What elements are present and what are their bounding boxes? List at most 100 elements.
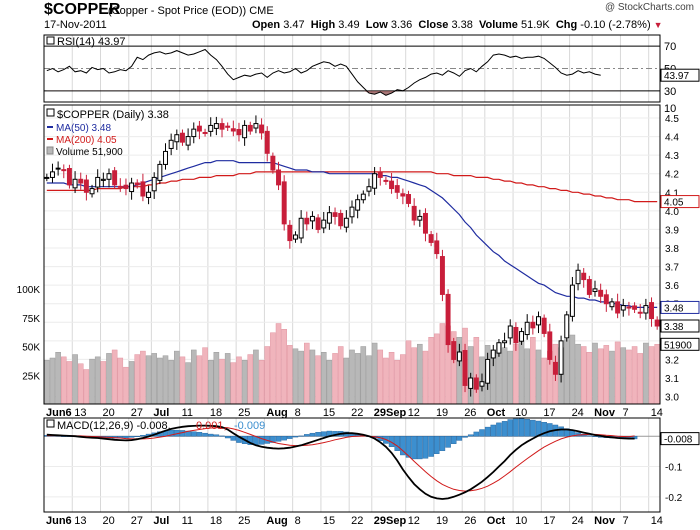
macd-histogram-bar	[405, 435, 412, 458]
x-tick-label: 12	[408, 515, 420, 527]
rsi-tick-label: 70	[664, 41, 676, 53]
macd-tick-label: -0.2	[665, 493, 683, 504]
x-tick-label: 15	[323, 407, 335, 419]
rsi-line	[46, 48, 601, 96]
high-label: High	[310, 19, 336, 31]
candle-body	[569, 284, 575, 317]
volume-bar	[541, 357, 547, 405]
candle-body	[654, 319, 660, 327]
candle-body	[151, 176, 157, 192]
volume-bar	[354, 353, 361, 405]
volume-bar	[332, 353, 338, 405]
macd-histogram-bar	[541, 422, 547, 437]
candle-body	[456, 351, 462, 362]
candle-body	[507, 325, 513, 339]
volume-bar	[230, 362, 237, 405]
price-tick-label: 3.6	[665, 281, 679, 292]
candle-body	[411, 205, 417, 221]
x-tick-label: 10	[515, 407, 527, 419]
x-tick-label: 13	[74, 407, 86, 419]
candle-body	[315, 217, 321, 230]
volume-bar	[207, 360, 214, 405]
price-tick-label: 3.2	[665, 355, 679, 366]
volume-bar	[281, 329, 287, 405]
volume-bar	[287, 345, 293, 405]
candle-body	[168, 139, 174, 149]
candle-body	[72, 178, 78, 189]
candle-body	[230, 128, 236, 132]
close-value: 3.38	[451, 19, 473, 31]
volume-bar	[592, 342, 598, 405]
candle-body	[598, 289, 604, 297]
volume-bar	[620, 347, 627, 405]
macd-histogram-bar	[400, 435, 406, 456]
volume-bar	[151, 353, 157, 405]
candle-body	[434, 240, 440, 255]
price-tick-label: 3.9	[665, 225, 679, 236]
volume-bar	[394, 360, 400, 405]
symbol-title: $COPPER	[44, 1, 121, 18]
volume-bar	[518, 340, 525, 405]
volume-value: 51.9K	[520, 19, 550, 31]
volume-bar	[134, 354, 141, 405]
ma50-legend: MA(50) 3.48	[56, 123, 111, 134]
volume-bar	[315, 355, 321, 405]
candle-body	[44, 176, 50, 179]
candle-body	[428, 234, 434, 243]
macd-histogram-bar	[281, 435, 287, 441]
volume-last-value-label: 51900	[664, 340, 692, 351]
macd-histogram-bar	[462, 435, 468, 438]
chart-header: $COPPER (Copper - Spot Price (EOD)) CME …	[0, 0, 700, 34]
macd-histogram-bar	[219, 435, 225, 437]
macd-histogram-bar	[394, 435, 400, 451]
volume-bar	[94, 356, 101, 405]
candle-body	[129, 182, 135, 193]
volume-bar	[111, 349, 118, 405]
candle-body	[643, 305, 649, 314]
candle-body	[417, 215, 423, 221]
macd-signal-line	[46, 426, 635, 492]
ma200-line	[46, 171, 658, 203]
candle-body	[332, 212, 338, 217]
symbol-description: (Copper - Spot Price (EOD)) CME	[108, 5, 274, 17]
candle-body	[439, 256, 445, 295]
x-tick-label: 17	[543, 515, 555, 527]
volume-bar	[55, 352, 61, 405]
volume-bar	[100, 361, 107, 405]
candle-body	[343, 217, 349, 228]
x-tick-label: 19	[436, 407, 448, 419]
macd-legend-hist: -0.009	[234, 420, 265, 432]
volume-bar	[168, 360, 174, 405]
candle-body	[547, 331, 553, 360]
macd-legend-signal: 0.001,	[196, 420, 227, 432]
macd-histogram-bar	[304, 434, 310, 437]
price-frame	[43, 104, 661, 405]
volume-bar	[417, 343, 423, 405]
x-tick-label: 24	[572, 407, 584, 419]
macd-histogram-bar	[309, 432, 316, 437]
volume-bar	[270, 332, 276, 405]
candle-body	[185, 136, 191, 146]
x-tick-label: 22	[351, 407, 363, 419]
macd-histogram-bar	[428, 435, 434, 457]
volume-bar	[654, 344, 660, 405]
volume-bar	[405, 340, 412, 405]
candle-body	[502, 340, 508, 344]
volume-bar	[575, 343, 581, 405]
macd-histogram-bar	[168, 429, 174, 437]
change-label: Chg	[555, 19, 578, 31]
candle-body	[146, 191, 152, 198]
x-tick-label: 7	[622, 407, 628, 419]
volume-bar	[428, 337, 434, 405]
volume-bar	[388, 352, 395, 405]
open-label: Open	[252, 19, 281, 31]
volume-bar	[202, 347, 208, 405]
candle-body	[95, 176, 101, 188]
volume-bar	[637, 353, 643, 405]
macd-histogram-bar	[123, 435, 129, 439]
macd-histogram-bar	[456, 435, 463, 441]
volume-tick-label: 25K	[22, 371, 40, 382]
candle-body	[157, 163, 163, 181]
volume-bar	[411, 347, 417, 405]
